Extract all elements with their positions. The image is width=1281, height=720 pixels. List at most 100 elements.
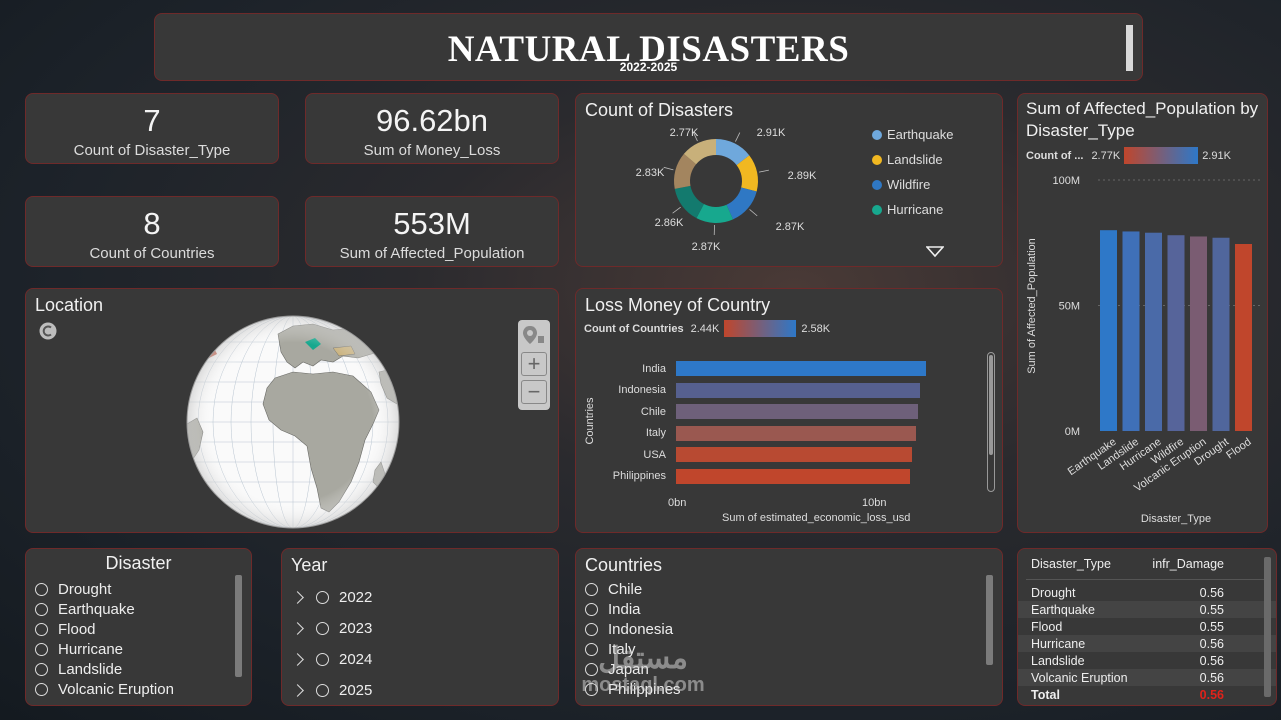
kpi-card-affected-population: 553M Sum of Affected_Population	[305, 196, 559, 267]
bar[interactable]	[676, 468, 910, 484]
loss-scrollbar[interactable]	[987, 352, 995, 492]
year-option-2024[interactable]: 2024	[291, 644, 373, 675]
affected-chart-title: Sum of Affected_Population by Disaster_T…	[1026, 99, 1259, 140]
legend-item-hurricane[interactable]: Hurricane	[872, 197, 954, 222]
donut-legend: Earthquake Landslide Wildfire Hurricane	[872, 122, 954, 222]
zoom-out-button[interactable]: −	[521, 380, 547, 404]
legend-item-wildfire[interactable]: Wildfire	[872, 172, 954, 197]
donut-slice[interactable]	[696, 204, 734, 223]
column-bar[interactable]	[1235, 244, 1252, 431]
column-bar[interactable]	[1122, 231, 1140, 431]
radio-icon	[585, 602, 598, 616]
loss-scrollbar-thumb[interactable]	[989, 355, 993, 455]
country-option-chile[interactable]: Chile	[585, 579, 681, 599]
slicer-option-drought[interactable]: Drought	[35, 579, 174, 599]
radio-icon	[316, 591, 329, 604]
legend-dot	[872, 179, 882, 190]
gradient-legend-label: Count of ...	[1026, 149, 1084, 162]
kpi-value: 7	[143, 103, 161, 138]
table-cell: 0.56	[1199, 670, 1224, 685]
donut-data-label: 2.87K	[692, 241, 721, 253]
radio-icon	[316, 653, 329, 666]
slicer-option-label: Earthquake	[58, 600, 135, 618]
bar[interactable]	[676, 361, 926, 377]
column-bar[interactable]	[1145, 232, 1162, 431]
table-row: Hurricane 0.56	[1018, 635, 1276, 652]
donut-chart[interactable]: 2.91K 2.89K 2.87K 2.87K 2.86K 2.83K 2.77K	[606, 106, 866, 266]
loss-money-chart-panel[interactable]: Loss Money of Country Count of Countries…	[575, 288, 1003, 533]
radio-icon	[35, 662, 48, 676]
location-pin-icon[interactable]	[518, 320, 550, 350]
country-option-italy[interactable]: Italy	[585, 639, 681, 659]
donut-slice[interactable]	[726, 187, 757, 220]
bar-row-chile[interactable]: Chile	[584, 401, 926, 423]
donut-slice[interactable]	[683, 139, 716, 165]
slicer-option-hurricane[interactable]: Hurricane	[35, 639, 174, 659]
slicer-option-flood[interactable]: Flood	[35, 619, 174, 639]
zoom-in-button[interactable]: +	[521, 352, 547, 376]
bar[interactable]	[676, 404, 918, 420]
affected-population-chart-panel[interactable]: Sum of Affected_Population by Disaster_T…	[1017, 93, 1268, 533]
column-bar[interactable]	[1167, 235, 1185, 431]
country-option-philippines[interactable]: Philippines	[585, 679, 681, 699]
header-banner: NATURAL DISASTERS 2022-2025	[154, 13, 1143, 81]
year-option-2022[interactable]: 2022	[291, 582, 372, 613]
bar[interactable]	[676, 382, 920, 398]
expand-chevron-icon[interactable]	[291, 653, 304, 666]
table-scrollbar[interactable]	[1264, 557, 1271, 697]
legend-label: Earthquake	[887, 127, 954, 142]
kpi-card-disaster-types: 7 Count of Disaster_Type	[25, 93, 279, 164]
country-option-india[interactable]: India	[585, 599, 681, 619]
legend-scroll-down-icon[interactable]	[926, 246, 944, 258]
loss-chart-title: Loss Money of Country	[585, 295, 771, 315]
kpi-label: Sum of Affected_Population	[339, 245, 525, 262]
donut-slice[interactable]	[716, 139, 750, 166]
radio-icon	[316, 684, 329, 697]
column-header-infr-damage[interactable]: infr_Damage	[1152, 557, 1224, 571]
table-total-value: 0.56	[1199, 687, 1224, 702]
globe-map[interactable]	[183, 312, 403, 532]
bar-row-indonesia[interactable]: Indonesia	[584, 380, 926, 402]
column-bar[interactable]	[1190, 236, 1207, 431]
donut-leader-line	[663, 166, 674, 171]
slicer-option-earthquake[interactable]: Earthquake	[35, 599, 174, 619]
bar-row-italy[interactable]: Italy	[584, 423, 926, 445]
legend-item-earthquake[interactable]: Earthquake	[872, 122, 954, 147]
column-bar[interactable]	[1212, 237, 1230, 431]
disaster-slicer-scrollbar[interactable]	[235, 575, 242, 677]
affected-y-axis-label: Sum of Affected_Population	[1026, 238, 1038, 374]
location-map-panel[interactable]: Location	[25, 288, 559, 533]
map-compass-icon[interactable]	[38, 321, 58, 341]
column-header-disaster-type[interactable]: Disaster_Type	[1031, 557, 1111, 571]
year-option-2023[interactable]: 2023	[291, 613, 372, 644]
donut-slice[interactable]	[736, 155, 758, 192]
radio-icon	[35, 582, 48, 596]
bar-row-india[interactable]: India	[584, 358, 926, 380]
country-option-indonesia[interactable]: Indonesia	[585, 619, 681, 639]
country-option-japan[interactable]: Japan	[585, 659, 681, 679]
y-tick-label: 50M	[1059, 301, 1080, 313]
year-option-2025[interactable]: 2025	[291, 675, 372, 705]
header-scroll-indicator[interactable]	[1126, 25, 1133, 71]
watermark-arabic: مستقل	[598, 642, 688, 675]
countries-slicer-scrollbar[interactable]	[986, 575, 993, 665]
bar[interactable]	[676, 447, 912, 463]
legend-item-landslide[interactable]: Landslide	[872, 147, 954, 172]
bar[interactable]	[676, 425, 916, 441]
slicer-option-volcanic-eruption[interactable]: Volcanic Eruption	[35, 679, 174, 699]
bar-row-philippines[interactable]: Philippines	[584, 466, 926, 488]
expand-chevron-icon[interactable]	[291, 622, 304, 635]
year-option-label: 2024	[339, 651, 373, 668]
column-bar[interactable]	[1100, 230, 1117, 431]
donut-slice[interactable]	[674, 185, 704, 219]
donut-chart-panel[interactable]: Count of Disasters 2.91K 2.89K 2.87K 2.87K 2…	[575, 93, 1003, 267]
bar-row-usa[interactable]: USA	[584, 444, 926, 466]
radio-icon	[585, 662, 598, 676]
donut-leader-line	[749, 209, 758, 217]
donut-slice[interactable]	[674, 153, 697, 189]
expand-chevron-icon[interactable]	[291, 684, 304, 697]
slicer-option-landslide[interactable]: Landslide	[35, 659, 174, 679]
expand-chevron-icon[interactable]	[291, 591, 304, 604]
table-row: Flood 0.55	[1018, 618, 1276, 635]
